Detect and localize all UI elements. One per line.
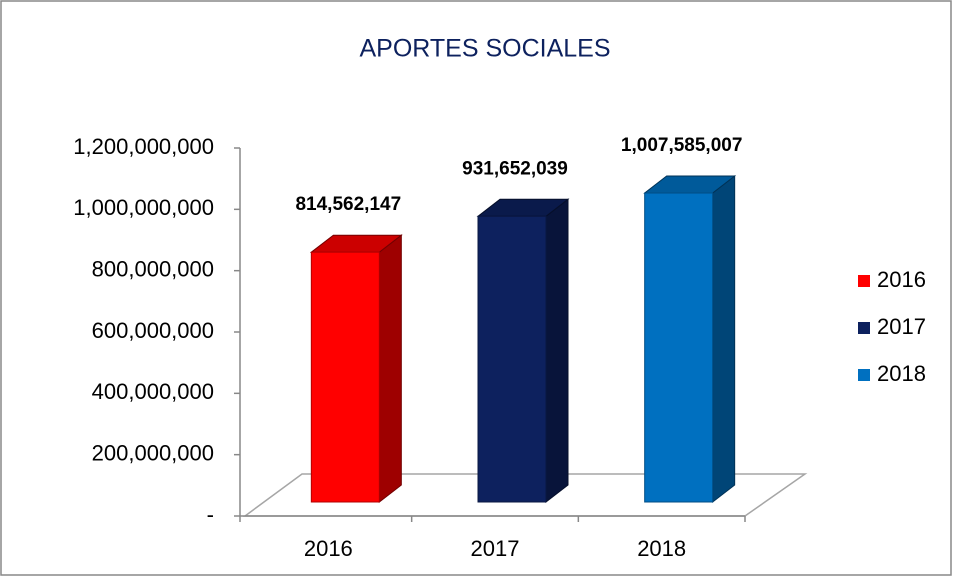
y-tick-label: - [207,502,214,527]
x-tick-label: 2017 [471,536,520,561]
bar-side [712,174,736,504]
bar-side [378,234,402,504]
legend-label: 2017 [877,314,926,339]
x-tick-label: 2018 [637,536,686,561]
x-tick-label: 2016 [304,536,353,561]
chart-title: APORTES SOCIALES [359,35,610,63]
bar [644,192,714,503]
data-label: 814,562,147 [295,194,401,215]
data-label: 931,652,039 [462,158,568,179]
bar [310,251,380,503]
bar-side [545,198,569,504]
legend-label: 2018 [877,361,926,386]
legend-swatch [858,322,870,334]
legend-label: 2016 [877,267,926,292]
y-tick-label: 1,000,000,000 [73,195,214,220]
legend-swatch [858,369,870,381]
y-tick-label: 1,200,000,000 [73,134,214,159]
y-tick-label: 200,000,000 [92,440,214,465]
y-tick-label: 600,000,000 [92,318,214,343]
data-label: 1,007,585,007 [621,135,743,156]
bar [477,215,547,503]
y-tick-label: 800,000,000 [92,256,214,281]
y-tick-label: 400,000,000 [92,379,214,404]
legend-swatch [858,275,870,287]
